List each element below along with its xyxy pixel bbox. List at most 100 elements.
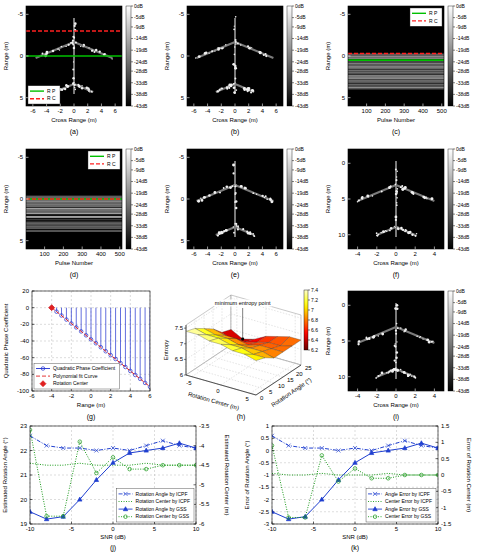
colorbar-tick xyxy=(308,300,310,301)
scatter-point xyxy=(412,192,415,195)
panel-profiles: 100200300400500-505Pulse NumberRange (m)… xyxy=(325,3,470,136)
legend-marker xyxy=(373,492,377,496)
echo-body xyxy=(395,161,397,237)
series-marker xyxy=(78,440,82,444)
series-marker xyxy=(320,497,324,501)
reference-line xyxy=(26,55,122,57)
tick-label: 25 xyxy=(305,365,312,371)
scatter-point xyxy=(104,53,106,55)
tick xyxy=(30,475,33,476)
tick-label: 1 xyxy=(266,423,270,429)
frame xyxy=(26,149,122,249)
colorbar-tick xyxy=(292,160,294,161)
colorbar-label: -19dB xyxy=(456,190,470,196)
tick-label: 0 xyxy=(20,53,24,59)
range-cell xyxy=(26,200,122,201)
tick-label: 0 xyxy=(342,302,346,308)
scatter-point xyxy=(233,91,236,94)
range-cell xyxy=(26,200,122,201)
scatter-point xyxy=(246,88,249,91)
grid-line xyxy=(272,438,438,439)
scatter-point xyxy=(208,194,211,197)
range-cell xyxy=(348,71,444,72)
series-marker xyxy=(111,446,115,450)
scatter-point xyxy=(422,338,423,339)
scatter-point xyxy=(83,44,85,46)
range-cell xyxy=(26,216,122,217)
annotation-dot xyxy=(241,337,244,340)
surface-cell xyxy=(233,348,254,354)
colorbar-tick xyxy=(308,340,310,341)
frame xyxy=(187,149,283,249)
tick-label: -6 xyxy=(191,251,197,257)
colorbar-tick xyxy=(131,61,133,62)
tick-label: 5 xyxy=(181,95,185,101)
colorbar-tick xyxy=(453,106,455,107)
scatter-point xyxy=(91,49,93,51)
range-cell xyxy=(348,68,444,69)
tick-label: -0.5 xyxy=(259,460,270,466)
legend-swatch xyxy=(36,368,50,369)
panel-image: -6-4-20246-505Cross Range (m)Range (m)0d… xyxy=(164,146,309,279)
legend-box xyxy=(117,489,194,522)
series-marker xyxy=(61,514,65,518)
colorbar-tick xyxy=(453,181,455,182)
legend-box xyxy=(34,363,120,389)
range-cell xyxy=(26,201,122,202)
axis-title: Error of Rotation Center (m) xyxy=(466,438,472,512)
scatter-point xyxy=(381,191,383,193)
scatter-point xyxy=(252,89,254,91)
tick-label: -5 xyxy=(311,526,317,532)
colorbar-tick xyxy=(453,26,455,27)
tick xyxy=(63,247,64,250)
grid-line xyxy=(186,329,301,359)
scatter-point xyxy=(378,335,380,337)
plot-area xyxy=(357,303,434,379)
scatter-point xyxy=(214,191,217,194)
colorbar-label: -9dB xyxy=(456,309,467,315)
plot-area xyxy=(30,428,196,521)
grid-line xyxy=(186,345,301,375)
tick-label: 2 xyxy=(86,108,90,114)
plot-ground xyxy=(30,426,196,524)
colorbar-label: -5dB xyxy=(456,157,467,163)
series-marker xyxy=(94,478,98,482)
tick xyxy=(355,522,356,525)
legend-marker xyxy=(373,507,377,511)
tick-label: 6 xyxy=(113,108,117,114)
tick-label: 10 xyxy=(338,232,345,238)
axis-title: Range (m) xyxy=(77,402,105,408)
colorbar-tick xyxy=(131,149,133,150)
series-marker xyxy=(45,514,49,518)
scatter-point xyxy=(73,61,74,62)
tick-label: 5 xyxy=(181,238,185,244)
colorbar-label: 6.8 xyxy=(311,317,318,323)
scatter-point xyxy=(396,323,398,325)
stem-line xyxy=(100,308,101,348)
range-cell xyxy=(26,222,122,223)
range-cell xyxy=(348,63,444,64)
tick-label: 10 xyxy=(338,374,345,380)
scatter-point xyxy=(390,370,392,372)
scatter-point xyxy=(368,196,369,197)
axis-title: Range (m) xyxy=(325,185,331,213)
axis-title: Range (m) xyxy=(3,185,9,213)
legend-box xyxy=(366,489,436,522)
surface xyxy=(186,328,301,360)
colorbar-tick xyxy=(453,204,455,205)
colorbar-label: -28dB xyxy=(134,68,148,74)
tick xyxy=(187,199,190,200)
colorbar-label: -14dB xyxy=(295,35,309,41)
echo-texture xyxy=(357,303,434,379)
range-cell xyxy=(348,78,444,79)
scatter-point xyxy=(404,186,407,189)
tick-label: 5 xyxy=(342,95,346,101)
scatter-point xyxy=(244,187,247,190)
tick-label: -0.5 xyxy=(441,488,452,494)
series-marker xyxy=(178,463,182,467)
range-cell xyxy=(26,211,122,212)
stem xyxy=(79,308,83,334)
tick xyxy=(348,163,351,164)
series-marker xyxy=(144,444,148,448)
scatter-point xyxy=(382,230,385,233)
